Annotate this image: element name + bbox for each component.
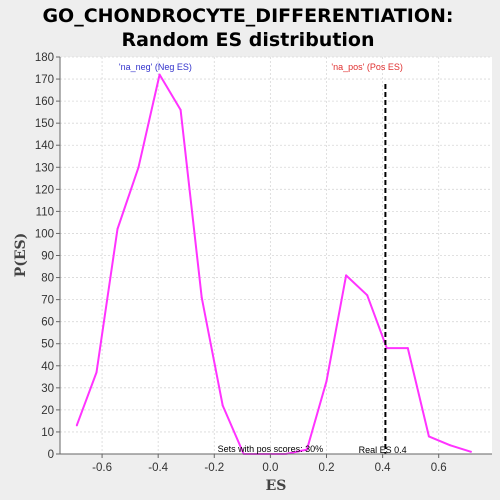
data-point (345, 274, 348, 277)
y-tick-label: 20 (41, 405, 54, 417)
data-point (366, 294, 369, 297)
chart-title-line1: GO_CHONDROCYTE_DIFFERENTIATION: (42, 5, 453, 27)
y-tick-label: 50 (41, 339, 54, 351)
y-tick-label: 180 (35, 52, 54, 64)
y-tick-label: 150 (35, 118, 54, 130)
data-point (158, 73, 161, 76)
y-tick-label: 70 (41, 295, 54, 307)
y-tick-label: 100 (35, 228, 54, 240)
y-tick-label: 60 (41, 317, 54, 329)
data-point (305, 448, 308, 451)
data-point (95, 371, 98, 374)
x-tick-label: -0.6 (92, 462, 112, 474)
y-tick-label: 140 (35, 140, 54, 152)
grid (60, 56, 492, 455)
x-tick-label: 0.4 (375, 462, 392, 474)
y-tick-label: 110 (36, 206, 54, 218)
data-point (221, 404, 224, 407)
y-tick-label: 0 (48, 449, 54, 461)
data-point (200, 296, 203, 299)
data-point (137, 166, 140, 169)
x-tick-label: -0.2 (204, 462, 224, 474)
data-point (179, 108, 182, 111)
y-tick-label: 170 (35, 74, 54, 86)
data-point (75, 424, 78, 427)
data-point (448, 444, 451, 447)
y-tick-label: 90 (41, 251, 54, 263)
data-point (427, 435, 430, 438)
chart-title-line2: Random ES distribution (121, 29, 374, 51)
x-tick-label: 0.0 (262, 462, 278, 474)
x-axis-label: ES (266, 478, 287, 494)
tick-labels: 0 10 20 30 40 50 60 70 80 90 100 110 120 130 140 150 160… (35, 52, 447, 474)
sets-pos-scores-label: Sets with pos scores: 30% (218, 444, 324, 454)
real-es-label: Real ES 0.4 (359, 445, 407, 455)
y-tick-label: 30 (41, 383, 54, 395)
y-tick-label: 130 (35, 162, 54, 174)
data-point (325, 380, 328, 383)
data-point (116, 228, 119, 231)
y-tick-label: 160 (35, 96, 54, 108)
x-tick-label: 0.2 (318, 462, 334, 474)
y-tick-label: 40 (41, 361, 54, 373)
x-tick-label: -0.4 (148, 462, 168, 474)
y-tick-label: 80 (41, 273, 54, 285)
data-point (406, 347, 409, 350)
y-tick-label: 120 (35, 184, 54, 196)
data-point (469, 450, 472, 453)
x-tick-label: 0.6 (431, 462, 447, 474)
pos-es-label: 'na_pos' (Pos ES) (331, 62, 402, 72)
neg-es-label: 'na_neg' (Neg ES) (119, 62, 192, 72)
axes (56, 56, 492, 458)
y-axis-label: P(ES) (13, 233, 29, 278)
y-tick-label: 10 (41, 427, 54, 439)
